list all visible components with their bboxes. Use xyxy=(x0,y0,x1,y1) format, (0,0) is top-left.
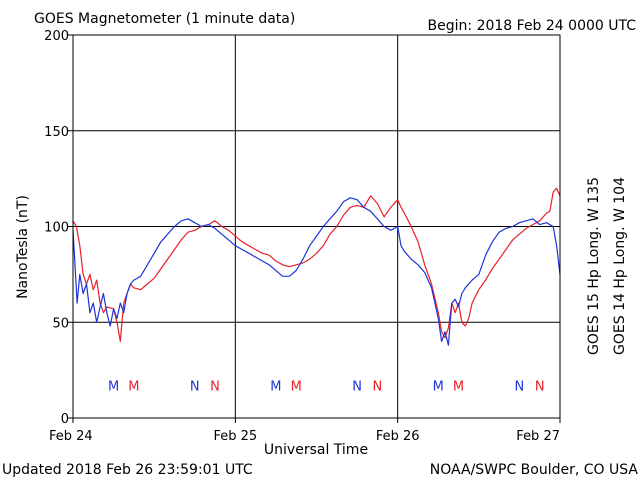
credit-label: NOAA/SWPC Boulder, CO USA xyxy=(430,462,639,478)
series-lines xyxy=(72,187,561,346)
annotation-n: N xyxy=(190,379,200,394)
updated-label: Updated 2018 Feb 26 23:59:01 UTC xyxy=(2,462,253,478)
y-ticks: 0 50 100 150 200 xyxy=(44,29,73,427)
annotation-m: M xyxy=(433,379,444,394)
legend-goes15: GOES 15 Hp Long. W 135 xyxy=(586,177,602,355)
annotation-n: N xyxy=(352,379,362,394)
y-axis-label: NanoTesla (nT) xyxy=(15,195,31,299)
annotation-n: N xyxy=(210,379,220,394)
annotation-n: N xyxy=(515,379,525,394)
x-tick-label: Feb 24 xyxy=(49,429,93,444)
series-goes15-line xyxy=(72,187,561,342)
chart-title: GOES Magnetometer (1 minute data) xyxy=(34,11,295,27)
x-axis-label: Universal Time xyxy=(264,442,368,458)
y-tick-label: 200 xyxy=(44,29,69,44)
y-tick-label: 50 xyxy=(52,316,69,331)
y-tick-label: 0 xyxy=(61,412,69,427)
y-tick-label: 100 xyxy=(44,221,69,236)
annotation-n: N xyxy=(535,379,545,394)
annotation-m: M xyxy=(291,379,302,394)
plot-frame xyxy=(72,34,561,419)
series-goes14-line xyxy=(72,197,561,346)
x-tick-label: Feb 27 xyxy=(516,429,560,444)
annotation-m: M xyxy=(128,379,139,394)
annotation-m: M xyxy=(453,379,464,394)
y-tick-label: 150 xyxy=(44,125,69,140)
x-ticks: Feb 24 Feb 25 Feb 26 Feb 27 xyxy=(49,418,561,444)
x-tick-label: Feb 25 xyxy=(213,429,257,444)
annotation-n: N xyxy=(373,379,383,394)
grid xyxy=(73,35,560,418)
begin-label: Begin: 2018 Feb 24 0000 UTC xyxy=(428,18,637,34)
annotation-m: M xyxy=(108,379,119,394)
annotation-m: M xyxy=(270,379,281,394)
x-tick-label: Feb 26 xyxy=(376,429,420,444)
legend-goes14: GOES 14 Hp Long. W 104 xyxy=(612,177,628,355)
